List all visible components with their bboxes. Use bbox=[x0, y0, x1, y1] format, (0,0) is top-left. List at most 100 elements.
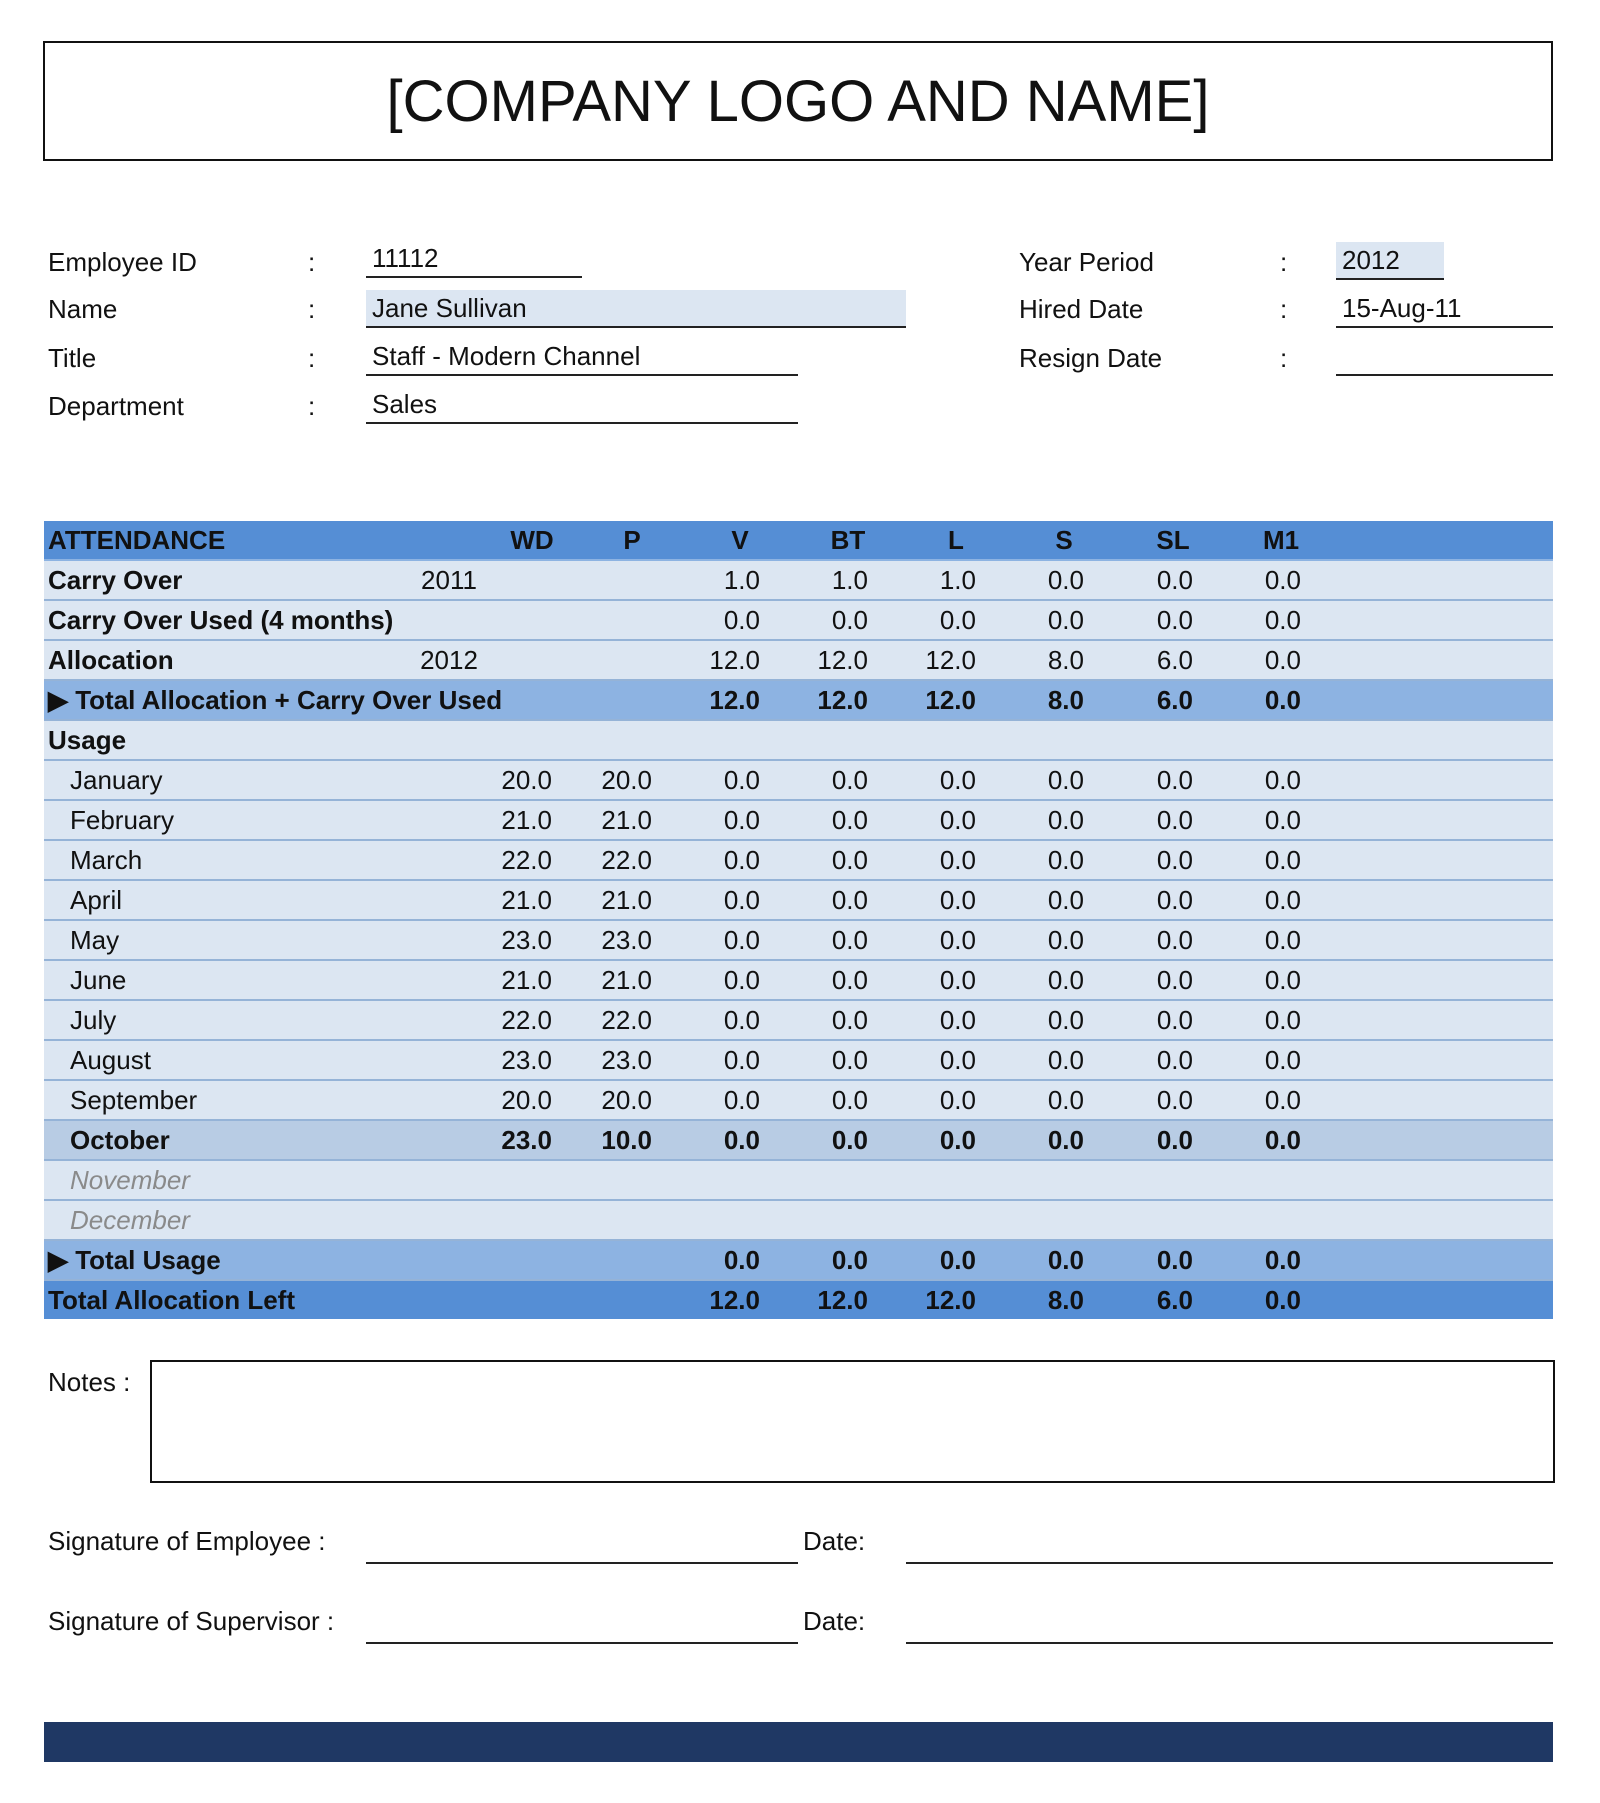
cell-sl[interactable]: 0.0 bbox=[1156, 1125, 1193, 1155]
cell-l[interactable]: 0.0 bbox=[939, 1005, 976, 1035]
cell-l[interactable]: 0.0 bbox=[939, 1045, 976, 1075]
cell-l[interactable]: 12.0 bbox=[925, 1285, 976, 1315]
cell-l[interactable]: 0.0 bbox=[939, 965, 976, 995]
cell-bt[interactable]: 0.0 bbox=[831, 605, 868, 635]
employee-id-field[interactable]: 11112 bbox=[366, 240, 582, 278]
cell-l[interactable]: 0.0 bbox=[939, 1245, 976, 1275]
cell-m1[interactable]: 0.0 bbox=[1264, 1005, 1301, 1035]
cell-p[interactable]: 23.0 bbox=[601, 925, 652, 955]
cell-sl[interactable]: 0.0 bbox=[1156, 1005, 1193, 1035]
cell-wd[interactable]: 21.0 bbox=[501, 805, 552, 835]
cell-wd[interactable]: 23.0 bbox=[501, 925, 552, 955]
cell-v[interactable]: 0.0 bbox=[723, 805, 760, 835]
cell-bt[interactable]: 0.0 bbox=[831, 1045, 868, 1075]
cell-bt[interactable]: 0.0 bbox=[831, 965, 868, 995]
cell-l[interactable]: 1.0 bbox=[939, 565, 976, 595]
resign-date-field[interactable] bbox=[1336, 338, 1553, 376]
cell-s[interactable]: 0.0 bbox=[1047, 885, 1084, 915]
cell-m1[interactable]: 0.0 bbox=[1264, 1285, 1301, 1315]
cell-bt[interactable]: 0.0 bbox=[831, 765, 868, 795]
cell-l[interactable]: 0.0 bbox=[939, 765, 976, 795]
cell-l[interactable]: 0.0 bbox=[939, 1125, 976, 1155]
cell-m1[interactable]: 0.0 bbox=[1264, 1045, 1301, 1075]
cell-v[interactable]: 0.0 bbox=[723, 765, 760, 795]
cell-s[interactable]: 8.0 bbox=[1047, 1285, 1084, 1315]
cell-s[interactable]: 0.0 bbox=[1047, 805, 1084, 835]
cell-wd[interactable]: 22.0 bbox=[501, 845, 552, 875]
cell-s[interactable]: 0.0 bbox=[1047, 765, 1084, 795]
cell-sl[interactable]: 0.0 bbox=[1156, 605, 1193, 635]
cell-v[interactable]: 0.0 bbox=[723, 885, 760, 915]
cell-bt[interactable]: 1.0 bbox=[831, 565, 868, 595]
cell-v[interactable]: 12.0 bbox=[709, 685, 760, 715]
supervisor-date-line[interactable] bbox=[906, 1640, 1553, 1644]
cell-v[interactable]: 0.0 bbox=[723, 1045, 760, 1075]
cell-m1[interactable]: 0.0 bbox=[1264, 845, 1301, 875]
cell-l[interactable]: 12.0 bbox=[925, 645, 976, 675]
cell-m1[interactable]: 0.0 bbox=[1264, 1085, 1301, 1115]
cell-s[interactable]: 0.0 bbox=[1047, 1245, 1084, 1275]
cell-p[interactable]: 21.0 bbox=[601, 885, 652, 915]
cell-m1[interactable]: 0.0 bbox=[1264, 885, 1301, 915]
cell-sl[interactable]: 0.0 bbox=[1156, 1085, 1193, 1115]
cell-v[interactable]: 0.0 bbox=[723, 1125, 760, 1155]
name-field[interactable]: Jane Sullivan bbox=[366, 290, 906, 328]
cell-bt[interactable]: 0.0 bbox=[831, 1005, 868, 1035]
cell-s[interactable]: 0.0 bbox=[1047, 1125, 1084, 1155]
cell-p[interactable]: 20.0 bbox=[601, 765, 652, 795]
cell-wd[interactable]: 22.0 bbox=[501, 1005, 552, 1035]
cell-sl[interactable]: 0.0 bbox=[1156, 1245, 1193, 1275]
cell-s[interactable]: 0.0 bbox=[1047, 605, 1084, 635]
cell-bt[interactable]: 0.0 bbox=[831, 1125, 868, 1155]
cell-sl[interactable]: 0.0 bbox=[1156, 845, 1193, 875]
cell-l[interactable]: 0.0 bbox=[939, 885, 976, 915]
employee-date-line[interactable] bbox=[906, 1560, 1553, 1564]
cell-wd[interactable]: 23.0 bbox=[501, 1045, 552, 1075]
cell-l[interactable]: 0.0 bbox=[939, 605, 976, 635]
cell-p[interactable]: 22.0 bbox=[601, 1005, 652, 1035]
cell-p[interactable]: 21.0 bbox=[601, 965, 652, 995]
cell-v[interactable]: 0.0 bbox=[723, 1085, 760, 1115]
cell-l[interactable]: 0.0 bbox=[939, 1085, 976, 1115]
cell-m1[interactable]: 0.0 bbox=[1264, 1245, 1301, 1275]
cell-sl[interactable]: 0.0 bbox=[1156, 965, 1193, 995]
cell-sl[interactable]: 0.0 bbox=[1156, 805, 1193, 835]
cell-sl[interactable]: 0.0 bbox=[1156, 885, 1193, 915]
cell-p[interactable]: 20.0 bbox=[601, 1085, 652, 1115]
cell-v[interactable]: 0.0 bbox=[723, 1245, 760, 1275]
cell-s[interactable]: 0.0 bbox=[1047, 1085, 1084, 1115]
cell-m1[interactable]: 0.0 bbox=[1264, 925, 1301, 955]
cell-sl[interactable]: 6.0 bbox=[1156, 645, 1193, 675]
cell-v[interactable]: 0.0 bbox=[723, 925, 760, 955]
cell-s[interactable]: 0.0 bbox=[1047, 965, 1084, 995]
cell-wd[interactable]: 23.0 bbox=[501, 1125, 552, 1155]
cell-m1[interactable]: 0.0 bbox=[1264, 1125, 1301, 1155]
cell-m1[interactable]: 0.0 bbox=[1264, 605, 1301, 635]
cell-l[interactable]: 0.0 bbox=[939, 925, 976, 955]
cell-p[interactable]: 23.0 bbox=[601, 1045, 652, 1075]
cell-sl[interactable]: 0.0 bbox=[1156, 565, 1193, 595]
cell-p[interactable]: 21.0 bbox=[601, 805, 652, 835]
hired-date-field[interactable]: 15-Aug-11 bbox=[1336, 290, 1553, 328]
cell-p[interactable]: 10.0 bbox=[601, 1125, 652, 1155]
cell-s[interactable]: 0.0 bbox=[1047, 925, 1084, 955]
cell-sl[interactable]: 0.0 bbox=[1156, 765, 1193, 795]
cell-wd[interactable]: 20.0 bbox=[501, 1085, 552, 1115]
cell-m1[interactable]: 0.0 bbox=[1264, 685, 1301, 715]
cell-s[interactable]: 8.0 bbox=[1047, 685, 1084, 715]
cell-m1[interactable]: 0.0 bbox=[1264, 765, 1301, 795]
cell-s[interactable]: 0.0 bbox=[1047, 565, 1084, 595]
cell-bt[interactable]: 12.0 bbox=[817, 1285, 868, 1315]
cell-s[interactable]: 0.0 bbox=[1047, 845, 1084, 875]
cell-v[interactable]: 12.0 bbox=[709, 645, 760, 675]
cell-sl[interactable]: 6.0 bbox=[1156, 685, 1193, 715]
cell-wd[interactable]: 20.0 bbox=[501, 765, 552, 795]
year-period-field[interactable]: 2012 bbox=[1336, 242, 1444, 280]
cell-v[interactable]: 0.0 bbox=[723, 605, 760, 635]
cell-bt[interactable]: 0.0 bbox=[831, 885, 868, 915]
title-field[interactable]: Staff - Modern Channel bbox=[366, 338, 798, 376]
cell-m1[interactable]: 0.0 bbox=[1264, 965, 1301, 995]
cell-bt[interactable]: 0.0 bbox=[831, 805, 868, 835]
cell-s[interactable]: 0.0 bbox=[1047, 1045, 1084, 1075]
cell-sl[interactable]: 0.0 bbox=[1156, 1045, 1193, 1075]
